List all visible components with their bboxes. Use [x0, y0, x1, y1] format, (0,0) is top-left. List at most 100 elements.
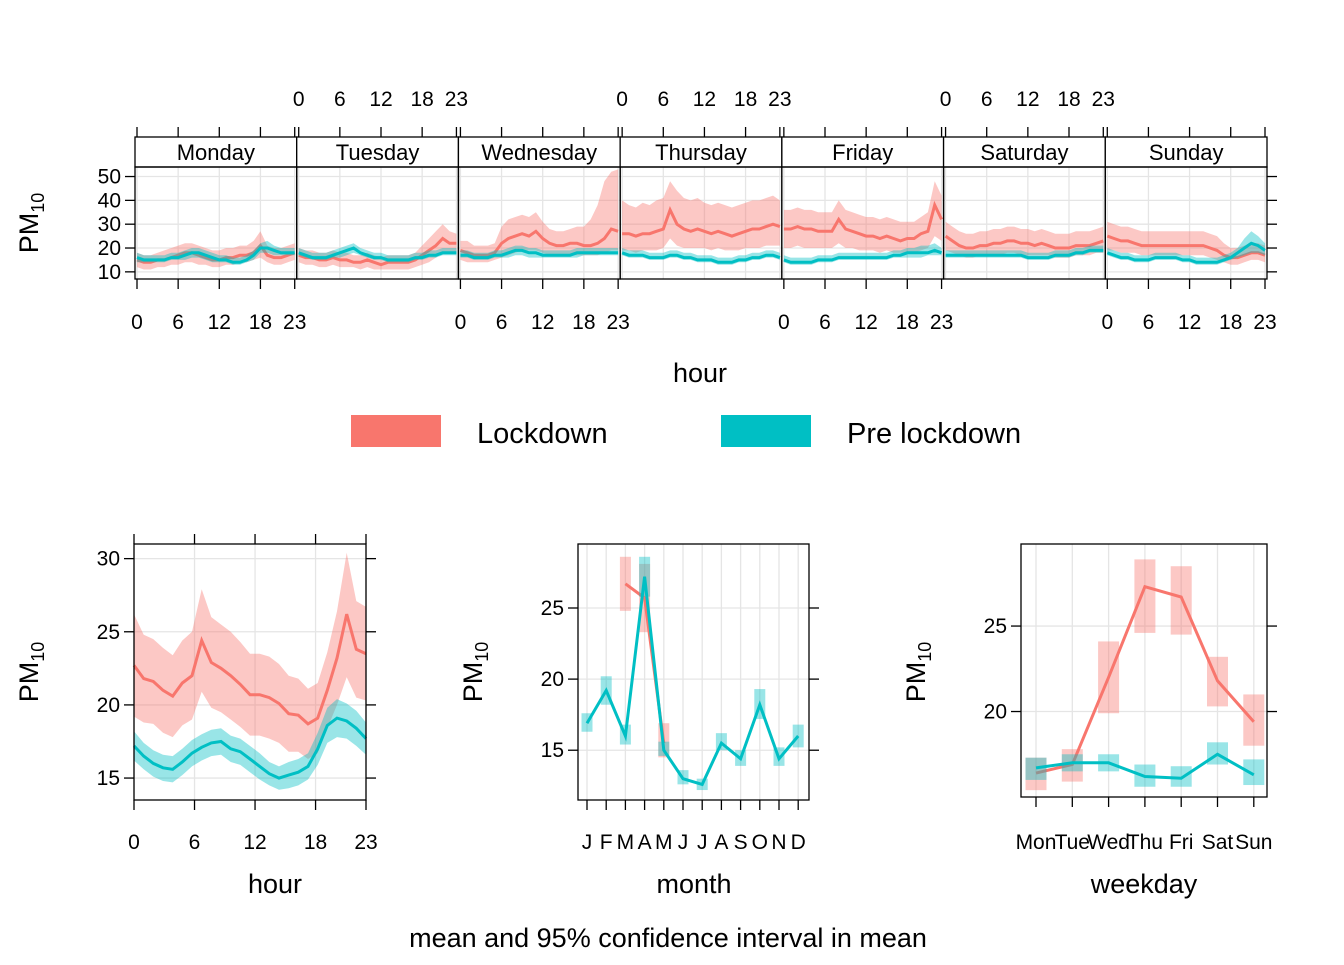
x-tick-label: 23 — [1253, 311, 1276, 334]
line-lockdown-sunday — [1106, 234, 1266, 260]
y-tick-label: 20 — [984, 701, 1007, 724]
x-tick-label: Wed — [1087, 831, 1130, 854]
x-tick-label: Tue — [1055, 831, 1090, 854]
x-tick-label: 18 — [304, 831, 327, 854]
y-tick-label: 15 — [541, 739, 564, 762]
x-tick-label: 23 — [606, 311, 629, 334]
strip-label-monday: Monday — [177, 140, 255, 165]
hour-panel: 0 6 12 18 23 15 20 25 30 — [97, 534, 378, 854]
x-tick-label: Thu — [1127, 831, 1163, 854]
line-pre-lockdown — [132, 716, 368, 780]
x-tick-label: 18 — [1219, 311, 1242, 334]
figure-footnote: mean and 95% confidence interval in mean — [409, 923, 927, 953]
x-tick-label: F — [600, 831, 613, 854]
line-pre-lockdown — [1035, 752, 1255, 780]
legend-swatch-pre-lockdown — [721, 415, 811, 447]
x-tick-label-top: 0 — [293, 88, 305, 111]
line-lockdown-saturday — [944, 234, 1104, 250]
y-tick-label: 25 — [541, 597, 564, 620]
legend: Lockdown Pre lockdown — [351, 415, 1021, 450]
month-y-axis-title-text: PM10 — [458, 642, 492, 703]
y-tick-label: 20 — [541, 668, 564, 691]
weekday-y-axis-title-text: PM10 — [901, 642, 935, 703]
y-tick-label: 10 — [98, 261, 121, 284]
x-tick-label: 18 — [896, 311, 919, 334]
x-tick-label-top: 6 — [334, 88, 346, 111]
band-lockdown-wednesday — [460, 169, 619, 263]
strip-label-tuesday: Tuesday — [336, 140, 420, 165]
panel-frame — [577, 543, 810, 801]
hour-y-axis-title-text: PM10 — [14, 642, 48, 703]
top-x-axis-title: hour — [673, 358, 727, 388]
x-tick-label: J — [582, 831, 593, 854]
line-lockdown-friday — [783, 200, 943, 243]
strip-label-friday: Friday — [832, 140, 893, 165]
day-hour-panel: Monday 0 6 12 18 23 Tuesday 0 6 12 18 23 Wednesday 0 6… — [98, 88, 1277, 334]
x-tick-label: 0 — [128, 831, 140, 854]
x-tick-label: 6 — [172, 311, 184, 334]
x-tick-label: 0 — [131, 311, 143, 334]
x-tick-label: O — [752, 831, 768, 854]
y-tick-label: 30 — [97, 548, 120, 571]
x-tick-label: M — [655, 831, 673, 854]
panel-frame — [1020, 543, 1268, 798]
x-tick-label: 0 — [455, 311, 467, 334]
x-tick-label-top: 12 — [693, 88, 716, 111]
x-tick-label: 18 — [572, 311, 595, 334]
band-lockdown-thursday — [622, 181, 780, 253]
line-pre-lockdown-saturday — [945, 248, 1104, 260]
x-tick-label: 6 — [1143, 311, 1155, 334]
x-tick-label-top: 23 — [445, 88, 468, 111]
hour-y-axis-title: PM10 — [14, 642, 48, 703]
x-tick-label-top: 18 — [1057, 88, 1080, 111]
line-pre-lockdown-tuesday — [298, 246, 457, 262]
x-tick-label: 23 — [354, 831, 377, 854]
ci-box-pre-lockdown-sun — [1243, 759, 1265, 786]
y-tick-label: 40 — [98, 189, 121, 212]
x-tick-label: J — [678, 831, 689, 854]
x-tick-label-top: 6 — [981, 88, 993, 111]
x-tick-label: 18 — [249, 311, 272, 334]
y-tick-label: 20 — [98, 237, 121, 260]
x-tick-label: 6 — [189, 831, 201, 854]
x-tick-label: Fri — [1169, 831, 1194, 854]
panel-frame-sunday — [1104, 166, 1268, 280]
x-tick-label: M — [617, 831, 635, 854]
x-tick-label: Sat — [1202, 831, 1234, 854]
y-tick-label: 25 — [97, 621, 120, 644]
x-tick-label-top: 23 — [1092, 88, 1115, 111]
line-pre-lockdown-sunday — [1106, 241, 1266, 264]
ci-box-pre-lockdown-mon — [1025, 757, 1047, 780]
strip-sunday — [1104, 136, 1268, 168]
strip-label-wednesday: Wednesday — [481, 140, 597, 165]
x-tick-label: 0 — [778, 311, 790, 334]
band-lockdown-sunday — [1107, 221, 1265, 265]
x-tick-label-top: 18 — [734, 88, 757, 111]
day-hour-y-axis-title-text: PM10 — [14, 193, 48, 254]
x-tick-label: 23 — [930, 311, 953, 334]
strip-tuesday — [296, 136, 460, 168]
y-tick-label: 25 — [984, 615, 1007, 638]
x-tick-label: 12 — [531, 311, 554, 334]
x-tick-label: Sun — [1235, 831, 1272, 854]
month-x-axis-title: month — [656, 869, 731, 899]
legend-swatch-lockdown — [351, 415, 441, 447]
x-tick-label: 0 — [1101, 311, 1113, 334]
band-lockdown — [134, 552, 366, 759]
y-tick-label: 30 — [98, 213, 121, 236]
x-tick-label: 12 — [1178, 311, 1201, 334]
strip-label-thursday: Thursday — [655, 140, 747, 165]
x-tick-label: 12 — [208, 311, 231, 334]
y-tick-label: 15 — [97, 767, 120, 790]
line-pre-lockdown-wednesday — [460, 248, 619, 260]
y-tick-label: 50 — [98, 166, 121, 189]
strip-thursday — [619, 136, 783, 168]
line-lockdown-wednesday — [459, 227, 619, 257]
line-lockdown — [132, 613, 367, 726]
x-tick-label-top: 6 — [657, 88, 669, 111]
weekday-y-axis-title: PM10 — [901, 642, 935, 703]
x-tick-label: 23 — [283, 311, 306, 334]
